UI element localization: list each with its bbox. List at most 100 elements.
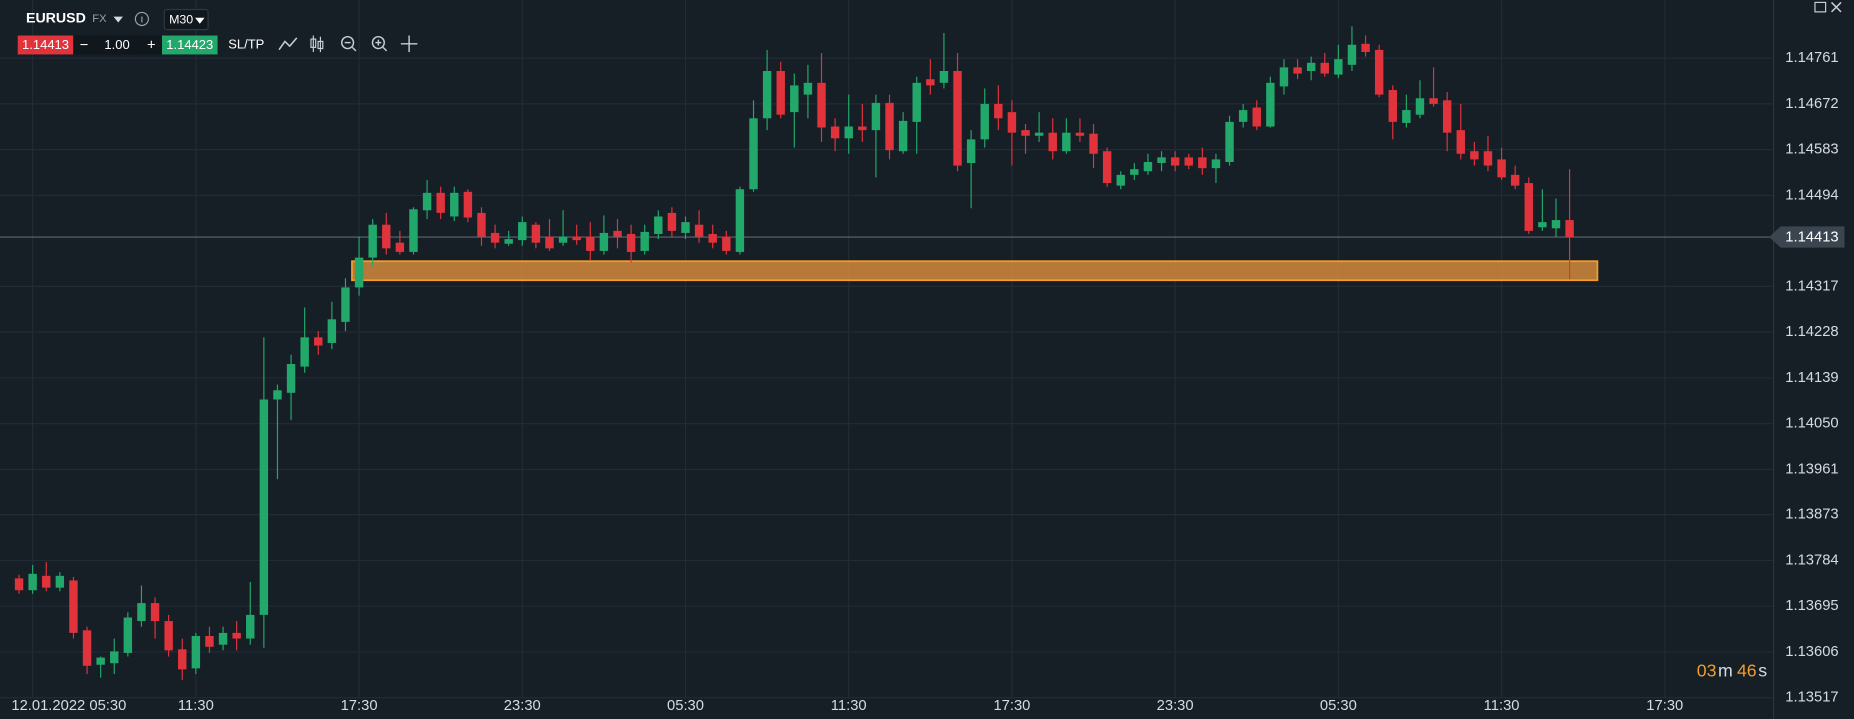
symbol[interactable]: EURUSD: [26, 11, 86, 27]
candle-body: [1089, 133, 1098, 154]
candle-body: [246, 614, 255, 639]
axes: 1.14761 1.14672 1.14583 1.14494 1.14317 1.142…: [11, 50, 1845, 714]
candle-body: [994, 103, 1003, 119]
y-tick-label: 1.14139: [1785, 370, 1838, 386]
x-tick-label: 11:30: [831, 698, 867, 714]
candle-body: [1075, 132, 1085, 136]
candle-body: [1293, 67, 1302, 74]
candle-body: [1402, 110, 1411, 123]
zone: [351, 260, 1599, 282]
candle-body: [626, 233, 636, 252]
ask-box[interactable]: [161, 35, 218, 55]
candle-body: [1266, 82, 1275, 127]
candle-body: [912, 82, 921, 122]
candle-body: [42, 575, 51, 588]
lot-box: [73, 35, 162, 55]
timer-s: s: [1758, 660, 1767, 680]
candle-body: [1347, 44, 1357, 65]
y-tick-label: 1.14050: [1785, 416, 1838, 432]
candle-body: [1238, 110, 1248, 122]
x-tick-label: 11:30: [1484, 698, 1520, 714]
candle-body: [1306, 62, 1316, 71]
candle-body: [572, 236, 581, 241]
symbol-dropdown[interactable]: [113, 16, 123, 23]
zoom-in-icon[interactable]: [371, 35, 388, 52]
plot: [0, 26, 1774, 681]
grid: [0, 0, 1774, 699]
x-tick-label: 05:30: [667, 698, 704, 714]
candle-body: [1143, 161, 1153, 172]
candle-body: [1102, 151, 1112, 184]
timeframe-dropdown: [195, 17, 205, 24]
candle-body: [1510, 174, 1520, 186]
y-tick-label: 1.14494: [1785, 187, 1838, 203]
sltp[interactable]: SL/TP: [228, 36, 264, 51]
y-tick-label: 1.13695: [1785, 598, 1838, 614]
price-label: 1.14413: [1785, 230, 1838, 246]
candle-body: [722, 236, 731, 251]
x-tick-label: 11:30: [178, 698, 214, 714]
candle-body: [178, 649, 187, 670]
y-tick-label: 1.13784: [1785, 552, 1838, 568]
toolbar: EURUSD FX M30 1.14413 − 1.00 + 1.14423 S…: [17, 8, 418, 55]
close-icon[interactable]: [1830, 1, 1842, 13]
lot[interactable]: 1.00: [104, 37, 129, 52]
timer-minutes: 03: [1697, 660, 1717, 680]
x-tick-label: 17:30: [341, 698, 378, 714]
candle-body: [450, 192, 459, 217]
candle-body: [980, 103, 989, 140]
timer-seconds: 46: [1737, 660, 1757, 680]
candle-body: [558, 236, 568, 243]
candle-body: [531, 224, 541, 243]
candle-body: [82, 630, 92, 666]
candle-body: [1279, 67, 1289, 87]
candle-body: [545, 236, 554, 249]
candle-body: [1211, 159, 1221, 169]
candle-body: [205, 635, 214, 647]
pan-icon[interactable]: [400, 35, 418, 53]
candle-body: [1021, 130, 1030, 136]
y-tick-label: 1.14317: [1785, 278, 1838, 294]
candle-body: [1170, 157, 1180, 166]
line-tool-icon[interactable]: [278, 37, 298, 51]
candle-tool-icon[interactable]: [310, 35, 324, 53]
candle-body: [1334, 59, 1343, 75]
lot-plus[interactable]: +: [147, 37, 156, 53]
maximize-icon[interactable]: [1814, 1, 1827, 13]
zoom-out-icon[interactable]: [341, 35, 357, 52]
bid-box[interactable]: [17, 35, 74, 55]
x-tick-label: 12.01.2022 05:30: [11, 698, 126, 714]
y-tick-label: 1.14228: [1785, 324, 1838, 340]
candle-body: [164, 621, 173, 651]
candle-body: [1062, 132, 1071, 152]
candle-body: [586, 236, 595, 251]
candle-body: [1551, 220, 1561, 229]
candle-body: [490, 232, 500, 243]
candle-body: [327, 319, 337, 343]
candle-body: [1157, 157, 1166, 164]
candle-body: [871, 102, 881, 131]
lot-minus[interactable]: −: [80, 37, 89, 53]
candle-body: [1524, 183, 1533, 231]
y-tick-label: 1.13961: [1785, 461, 1838, 477]
candle-body: [314, 337, 323, 346]
candle-body: [613, 230, 622, 237]
candle-body: [1361, 43, 1370, 52]
candle-body: [96, 657, 105, 665]
candle-body: [1048, 132, 1057, 152]
candle-body: [694, 224, 704, 237]
candle-body: [1538, 222, 1547, 228]
info-icon[interactable]: [134, 11, 149, 27]
candle-body: [1007, 112, 1017, 133]
candle-body: [382, 224, 391, 249]
candle-body: [735, 189, 745, 252]
candle-body: [1034, 132, 1044, 136]
candle-body: [69, 580, 78, 633]
timeframe-box[interactable]: [163, 8, 209, 31]
candle-body: [1374, 49, 1384, 95]
candle-body: [368, 224, 377, 258]
candle-body: [409, 209, 418, 252]
timer-m: m: [1718, 660, 1733, 680]
candle-body: [1130, 169, 1139, 175]
